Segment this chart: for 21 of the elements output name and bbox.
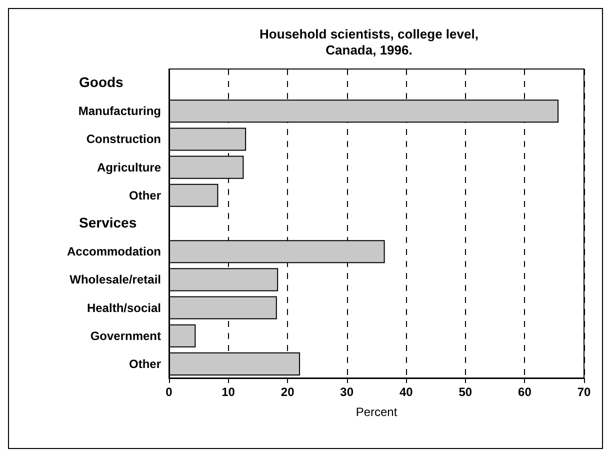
y-tick-label: Government xyxy=(90,328,161,343)
y-tick-label: Other xyxy=(128,188,162,202)
text: Goods xyxy=(79,74,124,90)
x-axis-title: Percent xyxy=(356,405,398,419)
x-tick-label: 50 xyxy=(458,385,472,399)
x-tick-label: 20 xyxy=(280,385,295,399)
x-tick-label: 40 xyxy=(399,385,414,399)
y-tick-label: Construction xyxy=(86,132,161,146)
y-tick-label: Accommodation xyxy=(66,244,161,259)
y-tick-label: Health/social xyxy=(86,300,161,315)
chart-title: Household scientists, college level, Canada, 1996. xyxy=(260,26,478,58)
x-tick-label: 30 xyxy=(340,385,354,399)
text: Services xyxy=(79,214,137,230)
y-tick-label: Agriculture xyxy=(96,160,162,174)
y-tick-label: Wholesale/retail xyxy=(70,272,161,287)
x-tick-label: 70 xyxy=(577,385,591,399)
x-tick-label: 10 xyxy=(222,385,236,399)
x-tick-label: 60 xyxy=(518,385,532,399)
y-tick-label: Other xyxy=(128,356,162,371)
y-tick-label: Manufacturing xyxy=(78,104,161,118)
x-tick-label: 0 xyxy=(166,385,173,399)
